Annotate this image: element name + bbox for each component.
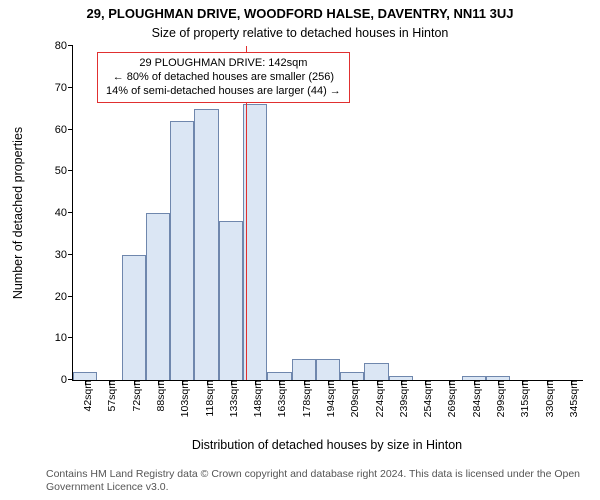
histogram-bar xyxy=(316,359,340,380)
histogram-bar xyxy=(364,363,388,380)
xtick-label: 88sqm xyxy=(149,380,167,412)
plot-area: 0102030405060708042sqm57sqm72sqm88sqm103… xyxy=(72,46,583,381)
histogram-bar xyxy=(219,221,243,380)
xtick-label: 284sqm xyxy=(465,380,483,417)
ytick-label: 50 xyxy=(55,165,73,177)
xtick-label: 299sqm xyxy=(489,380,507,417)
xtick-label: 269sqm xyxy=(440,380,458,417)
xtick-label: 209sqm xyxy=(343,380,361,417)
ytick-label: 70 xyxy=(55,82,73,94)
histogram-bar xyxy=(267,372,291,380)
xtick-label: 254sqm xyxy=(416,380,434,417)
xtick-label: 330sqm xyxy=(538,380,556,417)
xtick-label: 345sqm xyxy=(562,380,580,417)
ytick-label: 10 xyxy=(55,332,73,344)
xtick-label: 178sqm xyxy=(295,380,313,417)
annotation-line: ← 80% of detached houses are smaller (25… xyxy=(106,71,341,85)
annotation-line: 29 PLOUGHMAN DRIVE: 142sqm xyxy=(106,57,341,71)
xtick-label: 72sqm xyxy=(125,380,143,412)
histogram-bar xyxy=(170,121,194,380)
chart-subtitle: Size of property relative to detached ho… xyxy=(0,26,600,40)
ytick-label: 80 xyxy=(55,40,73,52)
histogram-bar xyxy=(146,213,170,380)
xtick-label: 133sqm xyxy=(222,380,240,417)
xtick-label: 148sqm xyxy=(246,380,264,417)
x-axis-label: Distribution of detached houses by size … xyxy=(72,438,582,452)
xtick-label: 315sqm xyxy=(513,380,531,417)
xtick-label: 239sqm xyxy=(392,380,410,417)
xtick-label: 118sqm xyxy=(198,380,216,417)
chart-title: 29, PLOUGHMAN DRIVE, WOODFORD HALSE, DAV… xyxy=(0,6,600,21)
histogram-bar xyxy=(122,255,146,380)
histogram-bar xyxy=(194,109,218,380)
histogram-bar xyxy=(340,372,364,380)
ytick-label: 30 xyxy=(55,249,73,261)
annotation-box: 29 PLOUGHMAN DRIVE: 142sqm← 80% of detac… xyxy=(97,52,350,103)
xtick-label: 103sqm xyxy=(173,380,191,417)
xtick-label: 163sqm xyxy=(270,380,288,417)
xtick-label: 42sqm xyxy=(76,380,94,412)
xtick-label: 224sqm xyxy=(368,380,386,417)
histogram-bar xyxy=(292,359,316,380)
ytick-label: 20 xyxy=(55,291,73,303)
xtick-label: 57sqm xyxy=(100,380,118,412)
ytick-label: 0 xyxy=(61,374,73,386)
footer-credit: Contains HM Land Registry data © Crown c… xyxy=(46,468,590,493)
ytick-label: 40 xyxy=(55,207,73,219)
annotation-line: 14% of semi-detached houses are larger (… xyxy=(106,85,341,99)
xtick-label: 194sqm xyxy=(319,380,337,417)
y-axis-label: Number of detached properties xyxy=(11,46,25,380)
chart-container: 29, PLOUGHMAN DRIVE, WOODFORD HALSE, DAV… xyxy=(0,0,600,500)
ytick-label: 60 xyxy=(55,124,73,136)
